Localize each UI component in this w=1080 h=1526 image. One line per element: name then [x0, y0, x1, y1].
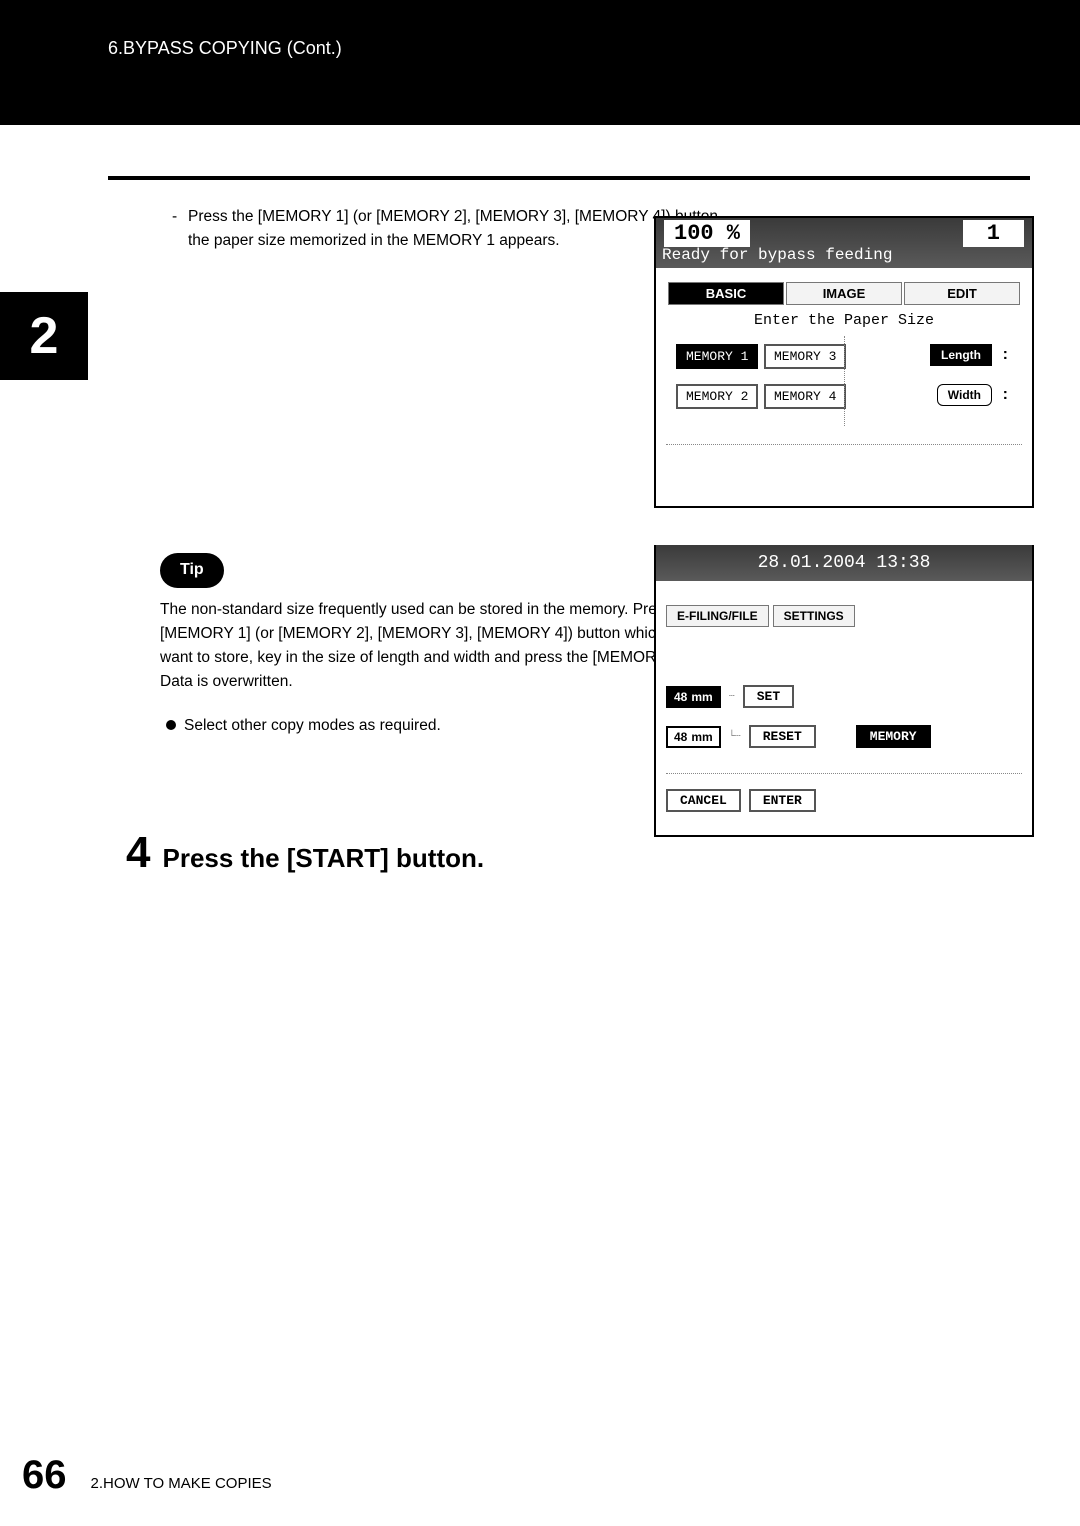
copy-count: 1	[963, 220, 1024, 247]
colon2: :	[1003, 386, 1008, 404]
action-row: CANCEL ENTER	[666, 789, 816, 812]
instruction-text: Press the [MEMORY 1] (or [MEMORY 2], [ME…	[160, 205, 730, 253]
colon: :	[1003, 346, 1008, 364]
cancel-button[interactable]: CANCEL	[666, 789, 741, 812]
length-value: 48	[674, 690, 687, 704]
length-unit: mm	[691, 690, 712, 704]
step-row: 4 Press the [START] button.	[126, 828, 484, 878]
width-unit: mm	[691, 730, 712, 744]
enter-button[interactable]: ENTER	[749, 789, 816, 812]
tab-edit[interactable]: EDIT	[904, 282, 1020, 305]
width-field[interactable]: Width	[937, 384, 992, 406]
memory-4-button[interactable]: MEMORY 4	[764, 384, 846, 409]
length-label: Length	[941, 348, 981, 362]
lcd1-divider	[666, 444, 1022, 445]
section-title: 6.BYPASS COPYING (Cont.)	[108, 38, 342, 59]
step-text: Press the [START] button.	[162, 843, 484, 874]
footer-text: 2.HOW TO MAKE COPIES	[91, 1475, 272, 1492]
width-value-box: 48 mm	[666, 726, 721, 748]
body-content: Press the [MEMORY 1] (or [MEMORY 2], [ME…	[160, 205, 730, 738]
reset-button[interactable]: RESET	[749, 725, 816, 748]
page-number: 66	[22, 1453, 67, 1498]
tab-basic[interactable]: BASIC	[668, 282, 784, 305]
length-value-box: 48 mm	[666, 686, 721, 708]
lcd2-tabs: E-FILING/FILE SETTINGS	[666, 605, 855, 627]
datetime: 28.01.2004 13:38	[656, 545, 1032, 581]
lcd2-divider	[666, 773, 1022, 774]
connector2: └┄	[729, 731, 741, 742]
tip-text: The non-standard size frequently used ca…	[160, 598, 730, 670]
divider	[108, 176, 1030, 180]
tip-text2: Data is overwritten.	[160, 670, 730, 694]
zoom-percent: 100 %	[664, 220, 750, 247]
connector: ┄	[729, 691, 735, 702]
chapter-tab: 2	[0, 292, 88, 380]
lcd-screen-2: 28.01.2004 13:38 E-FILING/FILE SETTINGS …	[654, 545, 1034, 837]
tab-efiling[interactable]: E-FILING/FILE	[666, 605, 769, 627]
tab-image[interactable]: IMAGE	[786, 282, 902, 305]
lcd-screen-1: 100 % 1 Ready for bypass feeding BASIC I…	[654, 216, 1034, 508]
tip-badge: Tip	[160, 553, 224, 588]
width-label: Width	[948, 388, 981, 402]
memory-button[interactable]: MEMORY	[856, 725, 931, 748]
width-value: 48	[674, 730, 687, 744]
lcd1-header: 100 % 1 Ready for bypass feeding	[656, 218, 1032, 268]
set-button[interactable]: SET	[743, 685, 794, 708]
length-field[interactable]: Length	[930, 344, 992, 366]
memory-2-button[interactable]: MEMORY 2	[676, 384, 758, 409]
width-row: 48 mm └┄ RESET MEMORY	[666, 725, 931, 748]
length-row: 48 mm ┄ SET	[666, 685, 794, 708]
step-number: 4	[126, 828, 150, 878]
status-text: Ready for bypass feeding	[662, 246, 892, 264]
separator	[844, 336, 845, 426]
footer: 66 2.HOW TO MAKE COPIES	[22, 1453, 272, 1498]
header-bar: 6.BYPASS COPYING (Cont.)	[0, 0, 1080, 125]
memory-1-button[interactable]: MEMORY 1	[676, 344, 758, 369]
bullet-text: Select other copy modes as required.	[160, 714, 730, 738]
memory-3-button[interactable]: MEMORY 3	[764, 344, 846, 369]
lcd1-message: Enter the Paper Size	[656, 312, 1032, 329]
lcd1-tabs: BASIC IMAGE EDIT	[668, 282, 1020, 305]
tab-settings[interactable]: SETTINGS	[773, 605, 855, 627]
